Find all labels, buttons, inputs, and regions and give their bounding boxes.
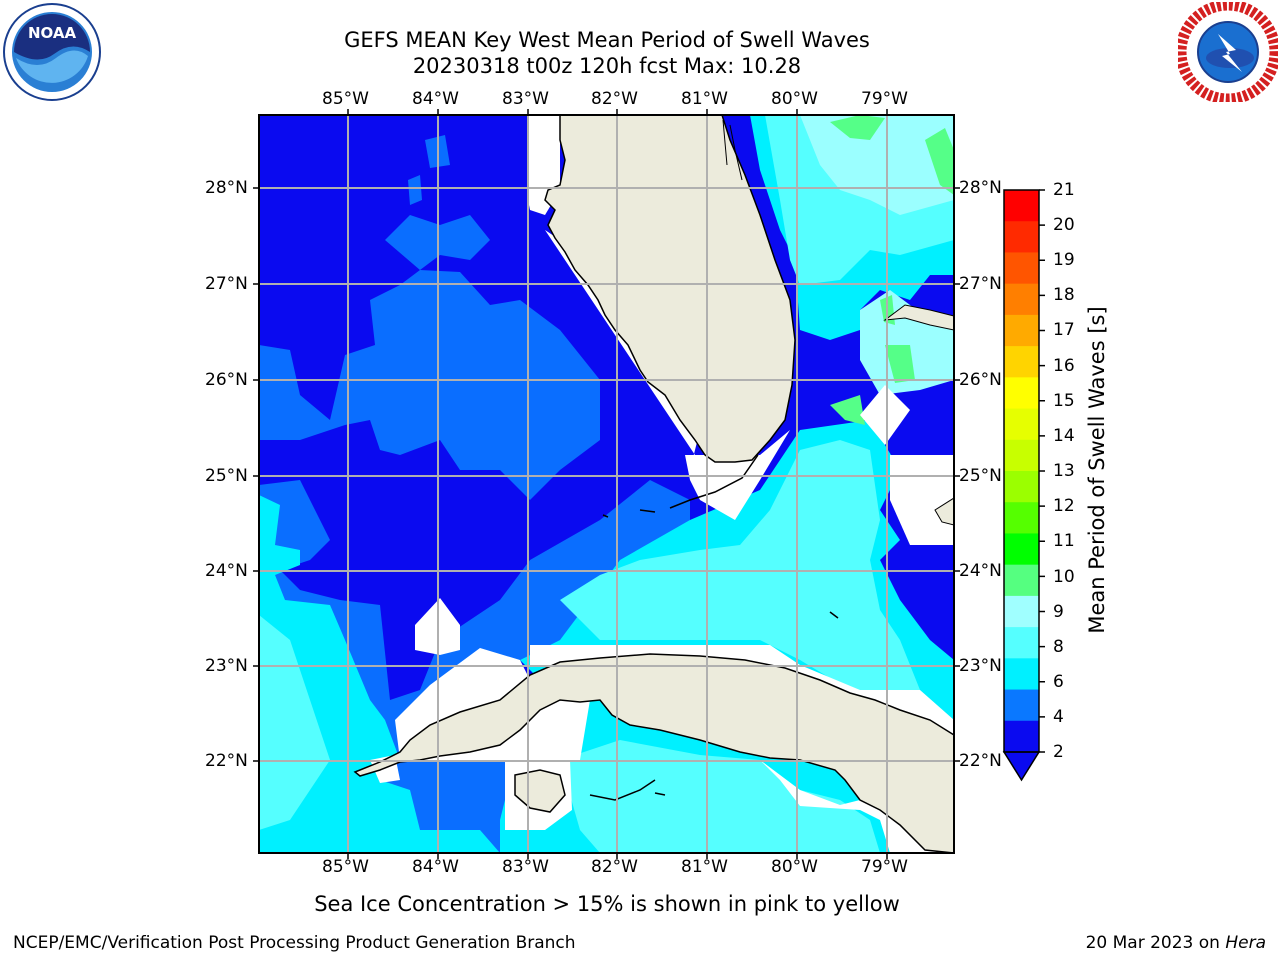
field-level-4-6-north-blob-2 (408, 175, 422, 205)
colorbar-tick-label: 16 (1053, 356, 1075, 376)
footer-branch: NCEP/EMC/Verification Post Processing Pr… (13, 933, 576, 953)
map-area (259, 115, 954, 853)
map-frame (258, 114, 955, 854)
chart-subtitle: 20230318 t00z 120h fcst Max: 10.28 (412, 54, 802, 78)
field-level-10-11-east (885, 345, 915, 383)
lon-label-top: 81°W (681, 89, 728, 109)
lat-label-right: 28°N (959, 178, 1002, 198)
colorbar-tick-label: 17 (1053, 320, 1075, 340)
lat-label-right: 25°N (959, 466, 1002, 486)
lon-label-top: 84°W (412, 89, 459, 109)
nodata-bahamas-1 (860, 385, 910, 445)
map-tick-marks (253, 109, 960, 859)
colorbar-segment (1004, 408, 1039, 441)
lon-label-top: 85°W (322, 89, 369, 109)
colorbar-segment (1004, 283, 1039, 316)
lon-label-bottom: 85°W (322, 857, 369, 877)
chart-title: GEFS MEAN Key West Mean Period of Swell … (344, 28, 870, 52)
lon-label-top: 79°W (861, 89, 908, 109)
lat-label-right: 22°N (959, 751, 1002, 771)
field-level-10-11-spot (830, 395, 865, 425)
lat-label-right: 24°N (959, 561, 1002, 581)
cuba-reef-coast (589, 611, 839, 801)
colorbar-segment (1004, 502, 1039, 534)
land-bahamas-south (934, 497, 954, 526)
field-level-10-11-northeast (925, 128, 954, 195)
colorbar-segment (1004, 252, 1039, 285)
colorbar-segment (1004, 377, 1039, 410)
field-level-9-10-north (800, 115, 954, 215)
colorbar-tick-label: 6 (1053, 672, 1064, 692)
lat-label-left: 25°N (205, 466, 248, 486)
colorbar-segment (1004, 439, 1039, 472)
colorbar-tick-label: 10 (1053, 567, 1075, 587)
colorbar-segment (1004, 627, 1039, 659)
lat-label-right: 23°N (959, 656, 1002, 676)
noaa-logo: NOAA (2, 2, 102, 102)
colorbar-segment (1004, 658, 1039, 691)
colorbar-segment (1004, 471, 1039, 503)
nws-logo (1175, 0, 1280, 105)
colorbar-segment (1004, 720, 1039, 753)
lat-label-left: 23°N (205, 656, 248, 676)
land-florida (544, 115, 796, 463)
lat-label-left: 28°N (205, 178, 248, 198)
colorbar-segment (1004, 314, 1039, 347)
lon-label-bottom: 82°W (591, 857, 638, 877)
land-bahamas-andros (883, 304, 954, 331)
lat-label-right: 26°N (959, 370, 1002, 390)
lon-label-top: 83°W (502, 89, 549, 109)
lat-label-left: 26°N (205, 370, 248, 390)
colorbar-label: Mean Period of Swell Waves [s] (1085, 306, 1109, 634)
colorbar-tick-label: 8 (1053, 637, 1064, 657)
colorbar-segment (1004, 689, 1039, 722)
colorbar-tick-label: 18 (1053, 285, 1075, 305)
footer-date-text: 20 Mar 2023 on (1085, 933, 1226, 953)
colorbar-segment (1004, 221, 1039, 253)
footer-date: 20 Mar 2023 on Hera (1086, 933, 1266, 953)
lon-label-top: 82°W (591, 89, 638, 109)
field-level-4-6-gulf (259, 270, 600, 500)
sea-ice-note: Sea Ice Concentration > 15% is shown in … (314, 892, 900, 916)
colorbar-tick-label: 19 (1053, 250, 1075, 270)
footer-host: Hera (1225, 933, 1266, 953)
florida-keys (602, 454, 759, 518)
colorbar (1002, 189, 1045, 782)
colorbar-segment (1004, 564, 1039, 597)
nodata-bahamas-2 (890, 455, 954, 545)
lat-label-left: 24°N (205, 561, 248, 581)
colorbar-extend-arrow (1002, 751, 1041, 782)
nodata-florida-gulfcoast (545, 230, 705, 470)
colorbar-segment (1004, 190, 1039, 222)
colorbar-segment (1004, 533, 1039, 566)
lon-label-bottom: 83°W (502, 857, 549, 877)
colorbar-segment (1004, 346, 1039, 378)
colorbar-tick-label: 13 (1053, 461, 1075, 481)
field-level-10-11-north (830, 115, 885, 140)
florida-lake-coast (722, 119, 743, 181)
colorbar-tick-label: 12 (1053, 496, 1075, 516)
map-gridlines (259, 115, 954, 853)
colorbar-tick-label: 2 (1053, 742, 1064, 762)
colorbar-tick-label: 9 (1053, 602, 1064, 622)
colorbar-tick-label: 11 (1053, 531, 1075, 551)
lon-label-top: 80°W (771, 89, 818, 109)
colorbar-tick-label: 14 (1053, 426, 1075, 446)
colorbar-tick-label: 20 (1053, 215, 1075, 235)
field-level-8-9-west (259, 615, 330, 830)
field-level-8-9-cuba-south (560, 740, 880, 853)
noaa-logo-text: NOAA (28, 24, 77, 42)
lon-label-bottom: 79°W (861, 857, 908, 877)
colorbar-tick-label: 15 (1053, 391, 1075, 411)
colorbar-segment (1004, 595, 1039, 628)
lat-label-left: 27°N (205, 274, 248, 294)
colorbar-tick-label: 4 (1053, 707, 1064, 727)
lon-label-bottom: 84°W (412, 857, 459, 877)
lon-label-bottom: 80°W (771, 857, 818, 877)
lon-label-bottom: 81°W (681, 857, 728, 877)
lat-label-left: 22°N (205, 751, 248, 771)
lat-label-right: 27°N (959, 274, 1002, 294)
colorbar-tick-label: 21 (1053, 180, 1075, 200)
